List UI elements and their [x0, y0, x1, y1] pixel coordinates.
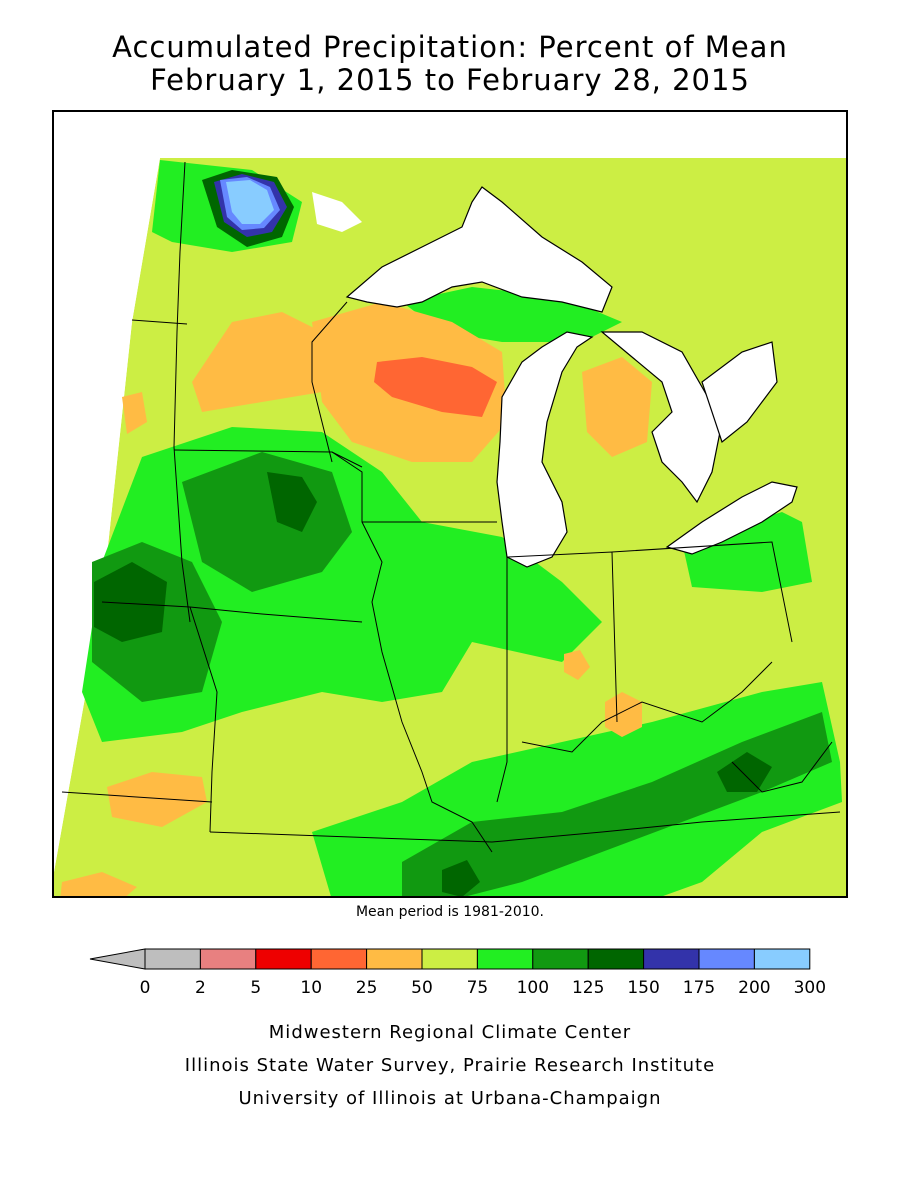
- legend-tick-label: 5: [250, 978, 261, 998]
- legend-box: [255, 948, 312, 970]
- region-75-100-east: [682, 512, 812, 592]
- legend-tick-label: 100: [517, 978, 549, 998]
- region-100-125-band: [402, 712, 832, 896]
- legend-box: [310, 948, 368, 970]
- legend-box: [421, 948, 478, 970]
- legend-box: [643, 948, 700, 970]
- legend-tick-label: 0: [140, 978, 151, 998]
- map-title-line1: Accumulated Precipitation: Percent of Me…: [112, 30, 788, 64]
- legend-tick-label: 10: [300, 978, 322, 998]
- precipitation-map: [52, 110, 848, 898]
- outside-projection-left: [54, 112, 160, 872]
- region-100-125-iowa: [182, 452, 352, 592]
- region-25-50-indiana: [605, 692, 642, 737]
- state-borders: [61, 161, 841, 853]
- region-25-50-sw-corner: [60, 872, 137, 896]
- mean-period-note: Mean period is 1981-2010.: [355, 904, 545, 920]
- legend-color-boxes: [144, 948, 811, 970]
- region-25-50-indiana-small: [564, 650, 590, 680]
- map-title-line2: February 1, 2015 to February 28, 2015: [150, 63, 750, 97]
- legend-box: [587, 948, 645, 970]
- legend-box: [144, 948, 201, 970]
- footer-isws: Illinois State Water Survey, Prairie Res…: [184, 1055, 716, 1076]
- outside-projection-top: [54, 112, 846, 158]
- region-10-25-wisconsin: [374, 357, 497, 417]
- legend-box: [199, 948, 257, 970]
- region-125-150-west: [94, 562, 167, 642]
- legend-box: [698, 948, 755, 970]
- lake-michigan: [496, 331, 594, 568]
- region-125-150-iowa: [267, 472, 317, 532]
- lake-nipigon-area: [312, 192, 362, 232]
- legend-tick-label: 2: [195, 978, 206, 998]
- lake-ontario-north: [701, 341, 778, 444]
- legend-tick-label: 150: [627, 978, 659, 998]
- legend-below-arrow: [89, 948, 146, 970]
- legend-tick-label: 175: [683, 978, 715, 998]
- region-25-50-lower-mi: [582, 357, 652, 457]
- legend-tick-label: 25: [356, 978, 378, 998]
- legend-tick-label: 75: [467, 978, 489, 998]
- footer-uiuc: University of Illinois at Urbana-Champai…: [238, 1088, 662, 1109]
- legend-tick-label: 125: [572, 978, 604, 998]
- lake-huron: [600, 331, 723, 504]
- legend-tick-label: 50: [411, 978, 433, 998]
- legend-box: [476, 948, 534, 970]
- legend-box: [753, 948, 811, 970]
- legend-tick-labels: 0 2 5 10 25 50 75 100 125 150 175 200 300: [140, 978, 826, 998]
- color-legend: 0 2 5 10 25 50 75 100 125 150 175 200 300: [0, 940, 900, 1000]
- region-25-50-southwest: [107, 772, 207, 827]
- legend-box: [532, 948, 589, 970]
- lake-erie: [665, 481, 798, 555]
- region-200-300-lake-of-woods: [226, 180, 274, 224]
- lake-superior: [345, 186, 613, 313]
- legend-tick-label: 200: [738, 978, 770, 998]
- region-125-150-south: [442, 860, 480, 896]
- legend-tick-label: 300: [794, 978, 826, 998]
- region-25-50-minnesota: [192, 312, 322, 412]
- region-25-50-west-edge: [122, 392, 147, 434]
- region-125-150-kentucky: [717, 752, 772, 792]
- footer-mrcc: Midwestern Regional Climate Center: [268, 1022, 632, 1043]
- legend-box: [366, 948, 423, 970]
